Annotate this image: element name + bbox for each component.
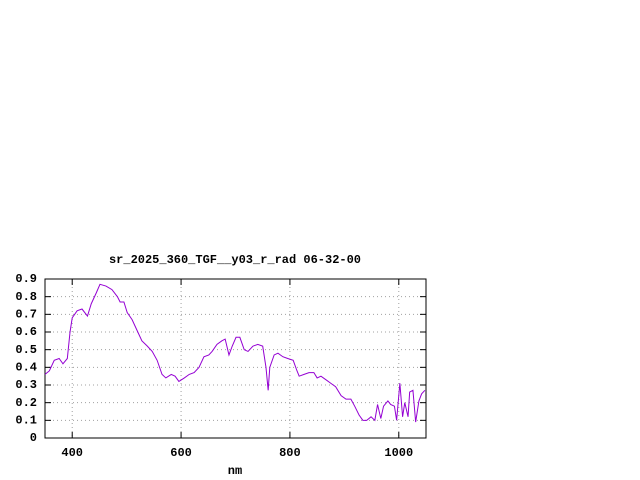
y-tick-label: 0.6 [15,325,37,339]
y-tick-label: 0.2 [15,396,37,410]
data-line [44,283,426,423]
y-tick-label: 0.4 [15,361,37,375]
y-tick-label: 0.3 [15,378,37,392]
y-tick-label: 0 [30,431,37,445]
x-tick-label: 800 [279,446,301,460]
y-tick-label: 0.8 [15,290,37,304]
x-tick-label: 400 [61,446,83,460]
y-tick-label: 0.9 [15,272,37,286]
y-tick-label: 0.5 [15,343,37,357]
x-axis-label: nm [228,464,242,478]
x-tick-label: 600 [170,446,192,460]
plot-border [44,278,427,439]
x-tick-label: 1000 [384,446,413,460]
y-tick-label: 0.7 [15,308,37,322]
chart-title: sr_2025_360_TGF__y03_r_rad 06-32-00 [109,253,361,267]
y-tick-label: 0.1 [15,414,37,428]
